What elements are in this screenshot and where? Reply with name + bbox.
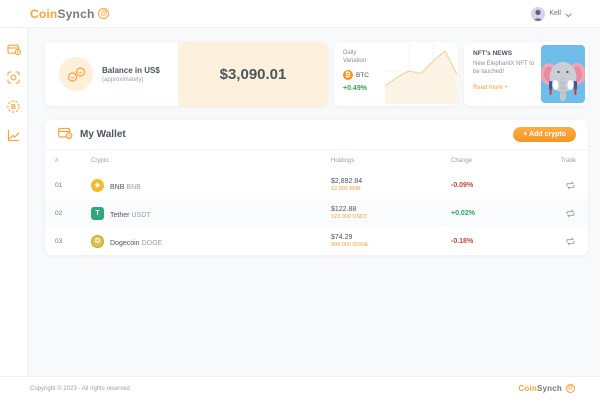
col-holdings: Holdings (331, 157, 355, 164)
brand-coin: Coin (518, 384, 537, 393)
trade-button[interactable] (565, 208, 576, 219)
col-crypto: Crypto (91, 157, 109, 164)
balance-card: Balance in US$ (approximately) $3,090.01 (45, 42, 328, 106)
trade-button[interactable] (565, 180, 576, 191)
sidebar-item-crypto[interactable]: B (7, 100, 21, 118)
summary-cards: Balance in US$ (approximately) $3,090.01… (45, 42, 588, 106)
add-crypto-button[interactable]: + Add crypto (513, 127, 576, 142)
tether-icon: T (91, 206, 104, 220)
footer-brand-logo: Coin Synch @ (518, 384, 575, 393)
daily-variation-card: Daily Variation ₿ BTC +0.49% (334, 42, 458, 106)
bitcoin-circle-icon: B (7, 100, 20, 118)
coin-name: BNB (110, 184, 125, 191)
holdings-usd: $122.88 (331, 206, 357, 213)
table-header: # Crypto Holdings Change Trade (45, 150, 588, 171)
holdings-amount: 999.000 DOGE (331, 242, 369, 248)
table-row: 03 D Dogecoin DOGE $74.29 999.000 DOGE -0… (45, 227, 588, 255)
sidebar-item-wallet[interactable] (6, 42, 21, 61)
my-wallet-card: My Wallet + Add crypto # Crypto Holdings… (45, 120, 588, 255)
bnb-icon: ◆ (91, 178, 104, 192)
brand-synch: Synch (57, 6, 95, 21)
row-index: 03 (55, 237, 63, 245)
brand-coin: Coin (30, 6, 58, 21)
copyright-text: Copyright © 2023 - All rights reserved (30, 385, 130, 392)
btc-change: +0.49% (343, 85, 367, 92)
coin-symbol: BNB (126, 184, 141, 191)
col-change: Change (451, 157, 473, 164)
row-index: 01 (55, 181, 63, 189)
page-footer: Copyright © 2023 - All rights reserved C… (0, 376, 600, 400)
col-index: # (55, 157, 59, 164)
elephant-nft-image (541, 45, 585, 103)
news-body: New ElephantX NFT to be lauched! (473, 61, 535, 76)
coin-name: Tether (110, 212, 130, 219)
brand-logo: Coin Synch @ (30, 6, 110, 21)
wallet-title: My Wallet (80, 129, 126, 140)
sidebar: B (0, 28, 28, 376)
balance-title: Balance in US$ (102, 65, 160, 75)
table-row: 02 T Tether USDT $122.88 123.000 USDT +0.… (45, 199, 588, 227)
sidebar-item-nft[interactable] (7, 71, 21, 89)
avatar (531, 6, 546, 21)
balance-scale-icon (59, 57, 93, 91)
variation-label: Daily Variation (343, 50, 367, 64)
read-more-link[interactable]: Read more + (473, 85, 508, 92)
nft-scan-icon (7, 71, 20, 89)
coin-symbol: USDT (131, 212, 151, 219)
trade-button[interactable] (565, 236, 576, 247)
holdings-amount: 12.000 BNB (331, 186, 361, 192)
table-row: 01 ◆ BNB BNB $2,892.84 12.000 BNB -0.09% (45, 171, 588, 199)
holdings-usd: $2,892.84 (331, 178, 363, 185)
nft-news-card: NFT's NEWS New ElephantX NFT to be lauch… (464, 42, 588, 106)
sidebar-item-charts[interactable] (7, 129, 21, 147)
user-name: Kell (549, 10, 561, 17)
wallet-icon (57, 125, 73, 145)
col-trade: Trade (560, 157, 576, 164)
btc-symbol: BTC (356, 71, 369, 79)
holdings-usd: $74.29 (331, 234, 353, 241)
coin-logo-icon: @ (98, 8, 110, 19)
variation-sparkline (385, 44, 457, 104)
top-header: Coin Synch @ Kell (0, 0, 600, 28)
btc-icon: ₿ (343, 70, 353, 80)
dogecoin-icon: D (91, 234, 104, 248)
line-chart-icon (7, 129, 20, 147)
row-index: 02 (55, 209, 63, 217)
change-value: +0.02% (451, 209, 475, 217)
balance-amount: $3,090.01 (178, 42, 328, 106)
coin-logo-icon: @ (566, 384, 575, 393)
brand-synch: Synch (536, 384, 562, 393)
svg-text:B: B (11, 104, 16, 111)
chevron-down-icon (565, 5, 572, 23)
holdings-amount: 123.000 USDT (331, 214, 368, 220)
coin-symbol: DOGE (141, 240, 163, 247)
wallet-icon (6, 42, 21, 61)
change-value: -0.18% (451, 237, 474, 245)
change-value: -0.09% (451, 181, 474, 189)
user-menu[interactable]: Kell (531, 5, 572, 23)
news-title: NFT's NEWS (473, 50, 513, 57)
balance-subtitle: (approximately) (102, 76, 144, 83)
coin-name: Dogecoin (110, 240, 140, 247)
wallet-header: My Wallet + Add crypto (45, 120, 588, 150)
main-content: Balance in US$ (approximately) $3,090.01… (28, 28, 600, 376)
